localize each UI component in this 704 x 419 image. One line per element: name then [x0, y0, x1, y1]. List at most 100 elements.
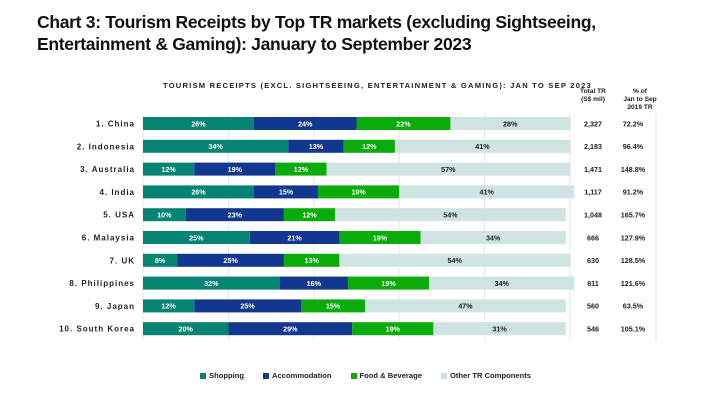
data-label: 25% [240, 302, 255, 311]
data-label: 31% [492, 325, 507, 334]
data-label: 32% [204, 279, 219, 288]
data-label: 20% [179, 325, 194, 334]
bar-segment [339, 231, 421, 244]
data-label: 19% [351, 188, 366, 197]
bar-segment [433, 322, 566, 336]
bar-segment [399, 185, 575, 199]
data-label: 10% [157, 211, 172, 220]
bar-segment [228, 322, 353, 336]
bar-segment [143, 208, 186, 222]
total-tr-value: 1,048 [584, 211, 602, 220]
pct-2019-value: 148.8% [621, 165, 646, 174]
total-tr-value: 1,117 [584, 188, 602, 197]
category-label: 4. India [99, 188, 135, 197]
legend-label: Other TR Components [449, 371, 531, 380]
bar-segment [249, 231, 340, 244]
data-label: 54% [448, 256, 463, 265]
data-label: 19% [386, 325, 401, 334]
pct-2019-value: 128.5% [621, 256, 646, 265]
legend-item: Other TR Components [440, 371, 531, 380]
pct-header-line3: 2019 TR [627, 104, 653, 111]
bar-segment [347, 276, 430, 290]
data-label: 57% [441, 165, 456, 174]
pct-2019-value: 72.2% [623, 119, 644, 128]
legend-item: Accommodation [263, 371, 332, 380]
total-tr-value: 2,327 [584, 119, 602, 128]
bar-segment [185, 208, 284, 222]
data-label: 19% [228, 165, 243, 174]
bar-segment [143, 162, 195, 176]
total-tr-value: 611 [587, 279, 599, 288]
total-tr-header: Total TR (S$ mil) [573, 88, 613, 104]
bar-segment [352, 322, 434, 336]
data-label: 12% [161, 302, 176, 311]
data-label: 12% [161, 165, 176, 174]
pct-2019-value: 121.6% [621, 279, 646, 288]
total-tr-header-line1: Total TR [580, 88, 606, 95]
data-label: 34% [208, 142, 223, 151]
bar-segment [194, 162, 276, 176]
bar-segment [300, 299, 366, 313]
bar-segment [335, 208, 566, 222]
legend-swatch [263, 372, 270, 379]
category-label: 5. USA [103, 211, 135, 220]
bar-segment [275, 162, 327, 176]
bar-segment [143, 299, 195, 313]
bar-segment [194, 299, 301, 313]
data-label: 15% [326, 302, 341, 311]
category-label: 8. Philippines [69, 279, 135, 288]
data-label: 29% [283, 325, 298, 334]
data-label: 41% [475, 142, 490, 151]
bar-segment [429, 276, 575, 290]
bar-segment [450, 117, 570, 130]
data-label: 22% [396, 119, 411, 128]
category-label: 7. UK [110, 256, 135, 265]
category-label: 10. South Korea [59, 325, 135, 334]
data-label: 34% [486, 233, 501, 242]
bar-segment [177, 253, 284, 267]
pct-2019-value: 165.7% [621, 211, 646, 220]
data-label: 26% [191, 188, 206, 197]
data-label: 16% [307, 279, 322, 288]
data-label: 47% [458, 302, 473, 311]
data-label: 25% [189, 233, 204, 242]
bar-segment [326, 162, 570, 176]
bar-segment [143, 139, 289, 153]
bar-segment [254, 117, 357, 130]
data-label: 23% [228, 211, 243, 220]
legend-swatch [350, 372, 357, 379]
pct-header-line2: Jan to Sep [623, 96, 657, 103]
total-tr-value: 1,471 [584, 165, 602, 174]
pct-2019-header: % of Jan to Sep 2019 TR [617, 88, 663, 112]
bar-segment [279, 276, 348, 290]
bar-segment [283, 253, 340, 267]
pct-2019-value: 127.9% [621, 233, 646, 242]
bar-segment [318, 185, 400, 199]
data-label: 24% [298, 119, 313, 128]
pct-2019-value: 63.5% [623, 302, 644, 311]
data-label: 54% [443, 211, 458, 220]
bar-segment [143, 322, 229, 336]
pct-2019-value: 91.2% [623, 188, 644, 197]
legend-label: Food & Beverage [359, 371, 422, 380]
data-label: 12% [302, 211, 317, 220]
total-tr-value: 546 [587, 325, 599, 334]
total-tr-value: 666 [587, 233, 599, 242]
legend: Shopping Accommodation Food & Beverage Othe… [200, 371, 531, 380]
data-label: 26% [191, 119, 206, 128]
category-label: 1. China [96, 120, 135, 129]
data-label: 41% [480, 188, 495, 197]
bar-segment [394, 139, 570, 153]
category-label: 9. Japan [95, 302, 135, 311]
legend-label: Accommodation [272, 371, 332, 380]
data-label: 21% [287, 233, 302, 242]
data-label: 19% [373, 233, 388, 242]
bar-segment [283, 208, 336, 222]
legend-swatch [440, 372, 447, 379]
data-label: 8% [155, 256, 166, 265]
total-tr-value: 630 [587, 256, 599, 265]
bar-segment [356, 117, 451, 130]
bar-segment [143, 185, 255, 199]
pct-2019-value: 105.1% [621, 325, 646, 334]
